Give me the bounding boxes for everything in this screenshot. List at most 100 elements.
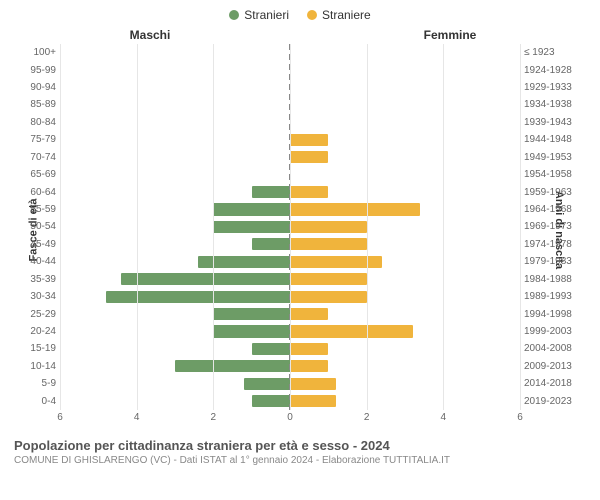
bar-male: [213, 203, 290, 215]
birth-label: 1959-1963: [524, 187, 588, 198]
age-label: 70-74: [12, 152, 56, 163]
grid-line: [443, 44, 444, 410]
birth-label: 2009-2013: [524, 361, 588, 372]
bar-female: [290, 203, 420, 215]
grid-line: [520, 44, 521, 410]
age-label: 15-19: [12, 343, 56, 354]
birth-label: 1954-1958: [524, 169, 588, 180]
bar-male: [175, 360, 290, 372]
birth-label: 1929-1933: [524, 82, 588, 93]
age-label: 65-69: [12, 169, 56, 180]
age-label: 60-64: [12, 187, 56, 198]
bar-male: [106, 291, 290, 303]
birth-label: 1979-1983: [524, 256, 588, 267]
x-tick: 0: [287, 412, 293, 423]
grid-line: [367, 44, 368, 410]
birth-label: 2004-2008: [524, 343, 588, 354]
chart-footer: Popolazione per cittadinanza straniera p…: [0, 434, 600, 466]
age-label: 50-54: [12, 221, 56, 232]
birth-label: 2019-2023: [524, 396, 588, 407]
age-label: 85-89: [12, 99, 56, 110]
age-label: 25-29: [12, 309, 56, 320]
legend-dot-female: [307, 10, 317, 20]
bar-female: [290, 343, 328, 355]
grid-line: [137, 44, 138, 410]
age-label: 100+: [12, 47, 56, 58]
bar-female: [290, 151, 328, 163]
legend-female: Straniere: [307, 8, 371, 22]
birth-label: 1924-1928: [524, 65, 588, 76]
chart-subtitle: COMUNE DI GHISLARENGO (VC) - Dati ISTAT …: [14, 455, 586, 466]
bar-male: [213, 221, 290, 233]
legend-female-label: Straniere: [322, 8, 371, 22]
birth-label: 1949-1953: [524, 152, 588, 163]
age-label: 45-49: [12, 239, 56, 250]
age-label: 80-84: [12, 117, 56, 128]
chart-title: Popolazione per cittadinanza straniera p…: [14, 438, 586, 453]
age-label: 95-99: [12, 65, 56, 76]
legend-male: Stranieri: [229, 8, 289, 22]
birth-label: ≤ 1923: [524, 47, 588, 58]
bar-male: [213, 325, 290, 337]
x-tick: 2: [364, 412, 370, 423]
grid-line: [290, 44, 291, 410]
age-label: 30-34: [12, 291, 56, 302]
age-label: 5-9: [12, 378, 56, 389]
bar-male: [252, 238, 290, 250]
birth-label: 1994-1998: [524, 309, 588, 320]
pyramid-chart: Maschi Femmine Fasce di età Anni di nasc…: [0, 26, 600, 434]
legend-male-label: Stranieri: [244, 8, 289, 22]
bar-female: [290, 273, 367, 285]
plot-area: 100+≤ 192395-991924-192890-941929-193385…: [60, 44, 520, 410]
bar-female: [290, 395, 336, 407]
bar-male: [244, 378, 290, 390]
bar-female: [290, 325, 413, 337]
birth-label: 1989-1993: [524, 291, 588, 302]
x-tick: 6: [517, 412, 523, 423]
bar-male: [213, 308, 290, 320]
gender-headers: Maschi Femmine: [0, 28, 600, 42]
birth-label: 1974-1978: [524, 239, 588, 250]
header-male: Maschi: [60, 28, 300, 42]
x-tick: 6: [57, 412, 63, 423]
bar-male: [252, 343, 290, 355]
age-label: 40-44: [12, 256, 56, 267]
birth-label: 1934-1938: [524, 99, 588, 110]
bar-female: [290, 291, 367, 303]
birth-label: 1944-1948: [524, 134, 588, 145]
bar-female: [290, 360, 328, 372]
legend-dot-male: [229, 10, 239, 20]
x-tick: 2: [211, 412, 217, 423]
bar-female: [290, 186, 328, 198]
age-label: 20-24: [12, 326, 56, 337]
age-label: 90-94: [12, 82, 56, 93]
age-label: 55-59: [12, 204, 56, 215]
bar-female: [290, 134, 328, 146]
bar-male: [198, 256, 290, 268]
bar-male: [252, 395, 290, 407]
legend: Stranieri Straniere: [0, 0, 600, 26]
bar-female: [290, 238, 367, 250]
age-label: 0-4: [12, 396, 56, 407]
birth-label: 1964-1968: [524, 204, 588, 215]
bar-male: [252, 186, 290, 198]
bar-male: [121, 273, 290, 285]
birth-label: 1984-1988: [524, 274, 588, 285]
x-axis: 6 4 2 0 2 4 6: [60, 412, 520, 428]
bar-female: [290, 308, 328, 320]
birth-label: 1999-2003: [524, 326, 588, 337]
age-label: 10-14: [12, 361, 56, 372]
bar-female: [290, 378, 336, 390]
bar-female: [290, 256, 382, 268]
age-label: 75-79: [12, 134, 56, 145]
grid-line: [213, 44, 214, 410]
age-label: 35-39: [12, 274, 56, 285]
birth-label: 2014-2018: [524, 378, 588, 389]
grid-line: [60, 44, 61, 410]
x-tick: 4: [134, 412, 140, 423]
birth-label: 1969-1973: [524, 221, 588, 232]
x-tick: 4: [441, 412, 447, 423]
birth-label: 1939-1943: [524, 117, 588, 128]
header-female: Femmine: [300, 28, 540, 42]
bar-female: [290, 221, 367, 233]
